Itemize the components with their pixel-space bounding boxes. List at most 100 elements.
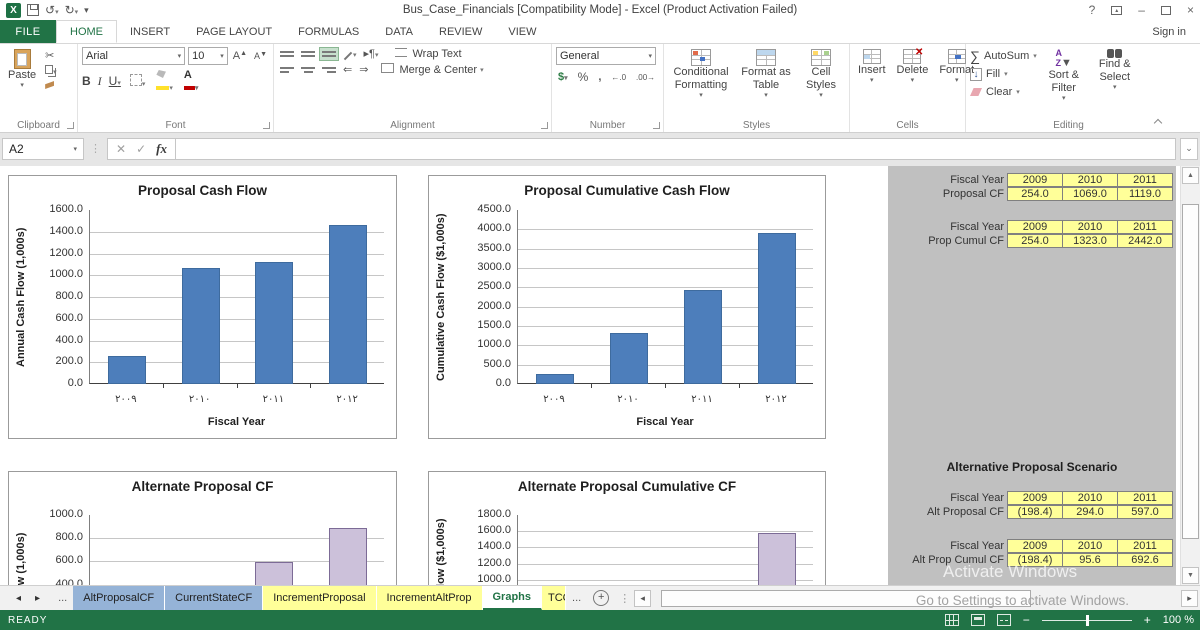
format-as-table-button[interactable]: Format as Table ▾ — [737, 47, 795, 101]
vertical-scrollbar[interactable]: ▲ ▼ — [1180, 166, 1200, 585]
sign-in-link[interactable]: Sign in — [1152, 25, 1186, 38]
cancel-formula-icon[interactable]: ✕ — [116, 141, 127, 156]
number-format-select[interactable]: General ▾ — [556, 47, 656, 65]
bar-٢٠١٢[interactable] — [758, 233, 796, 384]
data-cell[interactable]: 692.6 — [1117, 553, 1173, 567]
sheet-nav-left-icon[interactable]: ◂ — [16, 592, 22, 604]
chart-alternate-proposal-cf[interactable]: Alternate Proposal CF Annual Cash Flow (1… — [8, 471, 397, 585]
tab-review[interactable]: REVIEW — [439, 25, 483, 38]
data-cell[interactable]: 2011 — [1117, 491, 1173, 505]
decrease-decimal-icon[interactable]: .00→ — [636, 72, 656, 82]
font-size-select[interactable]: 10 ▾ — [188, 47, 228, 65]
sheet-tab-tcc[interactable]: TCC — [542, 586, 567, 610]
vertical-scroll-thumb[interactable] — [1182, 204, 1199, 539]
borders-icon[interactable]: ▾ — [128, 73, 148, 89]
bar-٢٠١١[interactable] — [255, 561, 294, 585]
autosum-button[interactable]: ∑ AutoSum ▾ — [970, 48, 1037, 64]
undo-icon[interactable]: ↺▾ — [45, 3, 59, 17]
sheet-overflow-left[interactable]: ... — [58, 592, 68, 604]
text-direction-icon[interactable]: ▸¶▾ — [363, 48, 379, 60]
cut-icon[interactable]: ✂ — [45, 50, 55, 62]
decrease-font-icon[interactable]: A▼ — [254, 51, 267, 61]
data-cell[interactable]: 2011 — [1117, 539, 1173, 553]
accounting-format-icon[interactable]: $▾ — [558, 71, 568, 83]
underline-button[interactable]: U▾ — [108, 74, 121, 88]
data-cell[interactable]: 2009 — [1007, 491, 1063, 505]
decrease-indent-icon[interactable]: ⇐ — [343, 64, 353, 76]
italic-button[interactable]: I — [97, 73, 102, 88]
clipboard-dialog-launcher-icon[interactable] — [67, 122, 74, 129]
data-cell[interactable]: 95.6 — [1062, 553, 1118, 567]
normal-view-icon[interactable] — [944, 614, 959, 626]
orientation-icon[interactable]: ▾ — [341, 48, 359, 60]
tab-view[interactable]: VIEW — [508, 25, 537, 38]
data-cell[interactable]: 2010 — [1062, 173, 1118, 187]
bar-٢٠١٠[interactable] — [610, 332, 648, 384]
sheet-nav-right-icon[interactable]: ▸ — [35, 592, 41, 604]
data-cell[interactable]: (198.4) — [1007, 505, 1063, 519]
data-cell[interactable]: 597.0 — [1117, 505, 1173, 519]
bar-٢٠١٠[interactable] — [181, 267, 220, 384]
align-right-icon[interactable] — [320, 64, 338, 76]
data-cell[interactable]: 254.0 — [1007, 234, 1063, 248]
wrap-text-button[interactable]: Wrap Text — [412, 47, 462, 60]
data-cell[interactable]: 1119.0 — [1117, 187, 1173, 201]
hscroll-right-icon[interactable]: ▸ — [1181, 589, 1198, 607]
data-cell[interactable]: 2011 — [1117, 220, 1173, 234]
scroll-up-icon[interactable]: ▲ — [1182, 167, 1199, 184]
hscroll-left-icon[interactable]: ◂ — [634, 589, 652, 607]
expand-formula-bar-icon[interactable]: ⌄ — [1180, 137, 1198, 160]
font-dialog-launcher-icon[interactable] — [263, 122, 270, 129]
copy-icon[interactable]: ▾ — [43, 65, 59, 77]
delete-cells-button[interactable]: ✕ Delete ▾ — [896, 47, 929, 84]
tab-home[interactable]: HOME — [56, 20, 117, 43]
help-icon[interactable]: ? — [1088, 3, 1096, 17]
sheet-tab-altproposalcf[interactable]: AltProposalCF — [73, 586, 166, 610]
data-cell[interactable]: 2009 — [1007, 539, 1063, 553]
sheet-tab-incrementproposal[interactable]: IncrementProposal — [263, 586, 377, 610]
data-cell[interactable]: (198.4) — [1007, 553, 1063, 567]
chart-proposal-cumulative-cash-flow[interactable]: Proposal Cumulative Cash Flow Cumulative … — [428, 175, 826, 439]
paste-button[interactable]: Paste ▾ — [4, 47, 40, 91]
page-break-view-icon[interactable] — [996, 614, 1011, 626]
insert-function-icon[interactable]: fx — [156, 140, 167, 156]
bar-٢٠١١[interactable] — [255, 262, 294, 384]
cell-styles-button[interactable]: Cell Styles ▾ — [798, 47, 844, 101]
percent-style-icon[interactable]: % — [577, 70, 589, 84]
page-layout-view-icon[interactable] — [970, 614, 985, 626]
data-cell[interactable]: 2011 — [1117, 173, 1173, 187]
data-cell[interactable]: 1069.0 — [1062, 187, 1118, 201]
zoom-slider-thumb[interactable] — [1085, 614, 1089, 626]
increase-font-icon[interactable]: A▲ — [232, 50, 248, 62]
format-cells-button[interactable]: Format ▾ — [935, 47, 978, 86]
zoom-slider[interactable] — [1041, 614, 1132, 626]
bar-٢٠٠٩[interactable] — [107, 356, 146, 384]
tab-formulas[interactable]: FORMULAS — [298, 25, 360, 38]
conditional-formatting-button[interactable]: Conditional Formatting ▾ — [668, 47, 734, 101]
minimize-icon[interactable]: – — [1138, 3, 1145, 17]
data-cell[interactable]: 2010 — [1062, 491, 1118, 505]
insert-cells-button[interactable]: Insert ▾ — [854, 47, 890, 86]
bold-button[interactable]: B — [82, 74, 91, 88]
comma-style-icon[interactable]: , — [598, 71, 602, 83]
find-select-button[interactable]: Find & Select ▾ — [1091, 47, 1139, 93]
data-cell[interactable]: 2009 — [1007, 220, 1063, 234]
sort-filter-button[interactable]: A Z▼ Sort & Filter ▾ — [1048, 48, 1080, 103]
save-icon[interactable] — [27, 4, 39, 16]
fill-color-icon[interactable]: ▾ — [154, 69, 175, 93]
horizontal-scroll-thumb[interactable] — [661, 589, 1032, 607]
sheet-overflow-right[interactable]: ... — [572, 592, 582, 604]
font-color-icon[interactable]: A ▾ — [183, 69, 199, 92]
formula-input[interactable] — [175, 137, 1176, 160]
redo-icon[interactable]: ↻▾ — [64, 3, 79, 17]
horizontal-scrollbar[interactable]: Go to Settings to activate Windows. — [653, 589, 1179, 608]
zoom-out-icon[interactable]: − — [1022, 613, 1030, 627]
enter-formula-icon[interactable]: ✓ — [136, 141, 147, 156]
tab-page-layout[interactable]: PAGE LAYOUT — [196, 25, 273, 38]
sheet-tab-currentstatecf[interactable]: CurrentStateCF — [165, 586, 264, 610]
number-dialog-launcher-icon[interactable] — [653, 122, 660, 129]
increase-indent-icon[interactable]: ⇒ — [359, 64, 369, 76]
data-cell[interactable]: 2442.0 — [1117, 234, 1173, 248]
zoom-in-icon[interactable]: + — [1143, 613, 1151, 627]
data-cell[interactable]: 294.0 — [1062, 505, 1118, 519]
